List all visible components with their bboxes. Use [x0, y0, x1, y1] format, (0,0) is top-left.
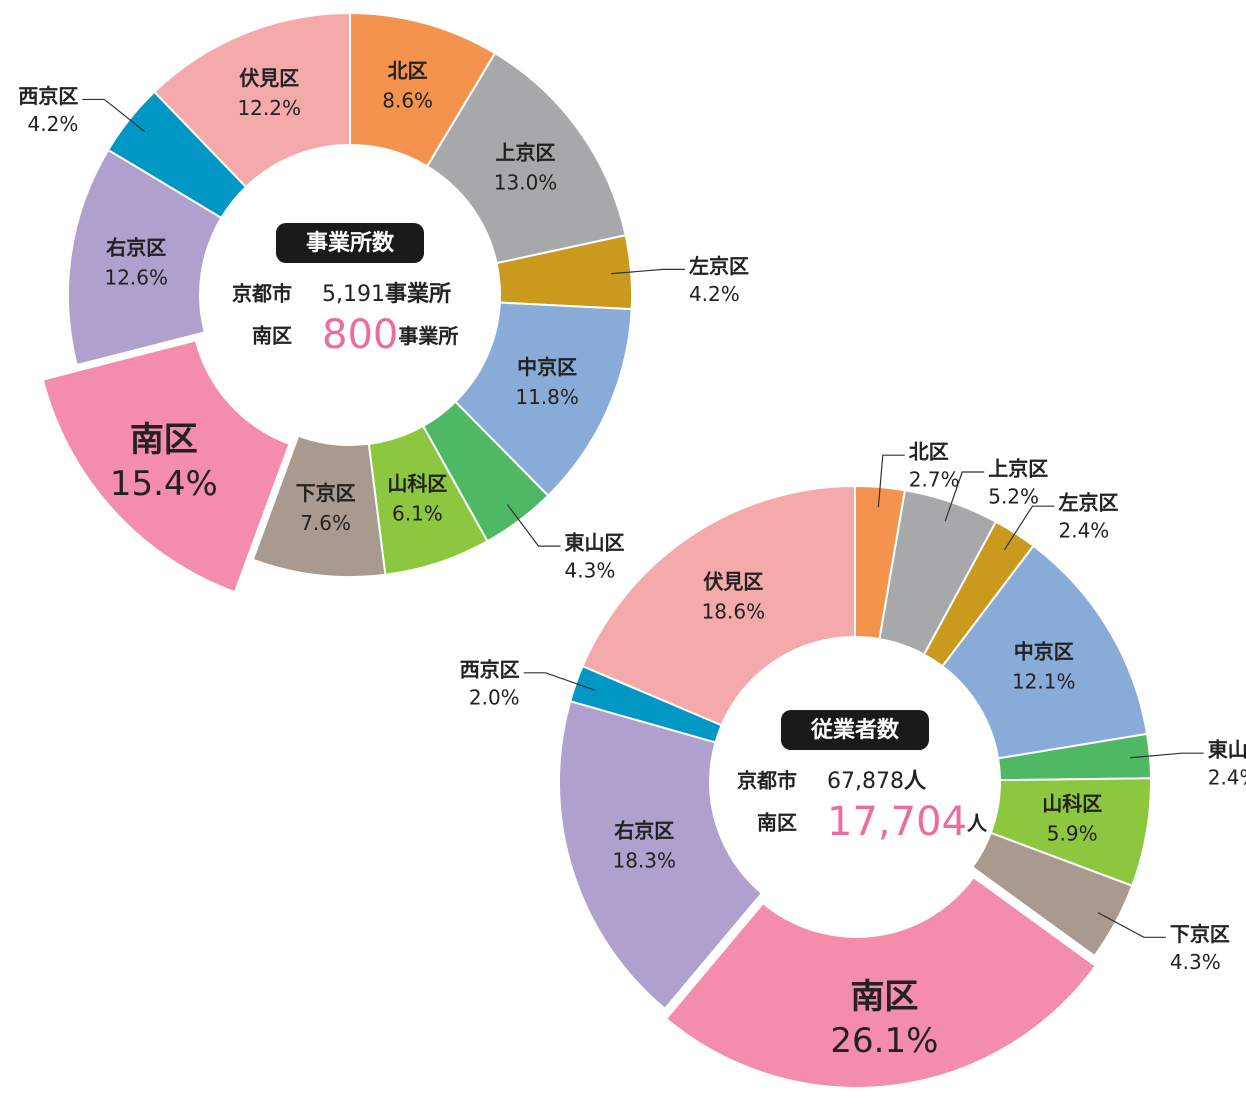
city-total-unit: 人: [903, 769, 927, 794]
center-title: 事業所数: [306, 230, 395, 256]
slice-category: 西京区: [460, 657, 520, 681]
slice-category: 東山区: [565, 531, 625, 555]
district-total: 17,704人: [827, 799, 988, 845]
slice-value: 2.4%: [1208, 766, 1246, 790]
slice-category: 左京区: [1058, 491, 1118, 515]
slice-value: 12.6%: [104, 265, 168, 289]
infographic: 北区 8.6% 上京区 13.0% 左京区 4.2% 中京区 11.8% 東山区 4.3% 山科区 6…: [0, 0, 1246, 1112]
city-total-unit: 事業所: [385, 281, 451, 307]
slice-category: 北区: [388, 58, 428, 82]
slice-category: 南区: [130, 420, 198, 460]
slice-value: 12.2%: [237, 96, 301, 120]
city-label: 京都市: [737, 769, 797, 793]
slice-category: 上京区: [988, 457, 1048, 481]
slice-value: 6.1%: [392, 502, 443, 526]
slice-value: 2.0%: [469, 685, 520, 709]
city-total-value: 5,191: [322, 282, 385, 307]
district-total-value: 800: [322, 312, 398, 358]
slice-category: 山科区: [387, 472, 447, 496]
slice-category: 南区: [850, 977, 918, 1017]
slice-value: 15.4%: [110, 464, 218, 504]
slice-category: 東山区: [1208, 738, 1246, 762]
slice-value: 12.1%: [1012, 669, 1076, 693]
slice-value: 8.6%: [382, 88, 433, 112]
center-title: 従業者数: [810, 717, 900, 743]
slice-value: 13.0%: [494, 171, 558, 195]
slice-category: 下京区: [296, 481, 356, 505]
slice-value: 4.2%: [689, 282, 740, 306]
slice-value: 4.3%: [565, 559, 616, 583]
slice-category: 山科区: [1042, 791, 1102, 815]
slice-category: 左京区: [689, 254, 749, 278]
slice-value: 5.2%: [988, 485, 1039, 509]
slice-category: 右京区: [614, 818, 674, 842]
city-label: 京都市: [232, 282, 292, 306]
city-total-value: 67,878: [827, 769, 904, 794]
slice-category: 伏見区: [239, 66, 299, 90]
district-total-unit: 人: [966, 811, 988, 835]
slice-value: 18.6%: [702, 600, 766, 624]
district-total: 800事業所: [322, 312, 458, 358]
slice-category: 伏見区: [703, 570, 763, 594]
slice-value: 2.7%: [909, 468, 960, 492]
slice-value: 7.6%: [300, 511, 351, 535]
slice-value: 4.3%: [1170, 950, 1221, 974]
slice-value: 18.3%: [612, 848, 676, 872]
district-total-unit: 事業所: [398, 324, 458, 348]
slice-category: 下京区: [1170, 922, 1230, 946]
city-total: 67,878人: [827, 769, 927, 794]
slice-category: 上京区: [496, 141, 556, 165]
district-label: 南区: [252, 324, 292, 348]
slice-value: 5.9%: [1047, 821, 1098, 845]
slice-category: 右京区: [106, 235, 166, 259]
slice-category: 北区: [909, 440, 949, 464]
slice-value: 2.4%: [1058, 519, 1109, 543]
slice-category: 中京区: [1014, 639, 1074, 663]
district-label: 南区: [757, 811, 797, 835]
slice-category: 中京区: [517, 355, 577, 379]
slice-category: 西京区: [18, 84, 78, 108]
slice-value: 26.1%: [830, 1021, 938, 1061]
district-total-value: 17,704: [827, 799, 967, 845]
slice-value: 11.8%: [515, 385, 579, 409]
city-total: 5,191事業所: [322, 281, 451, 307]
slice-value: 4.2%: [28, 112, 79, 136]
